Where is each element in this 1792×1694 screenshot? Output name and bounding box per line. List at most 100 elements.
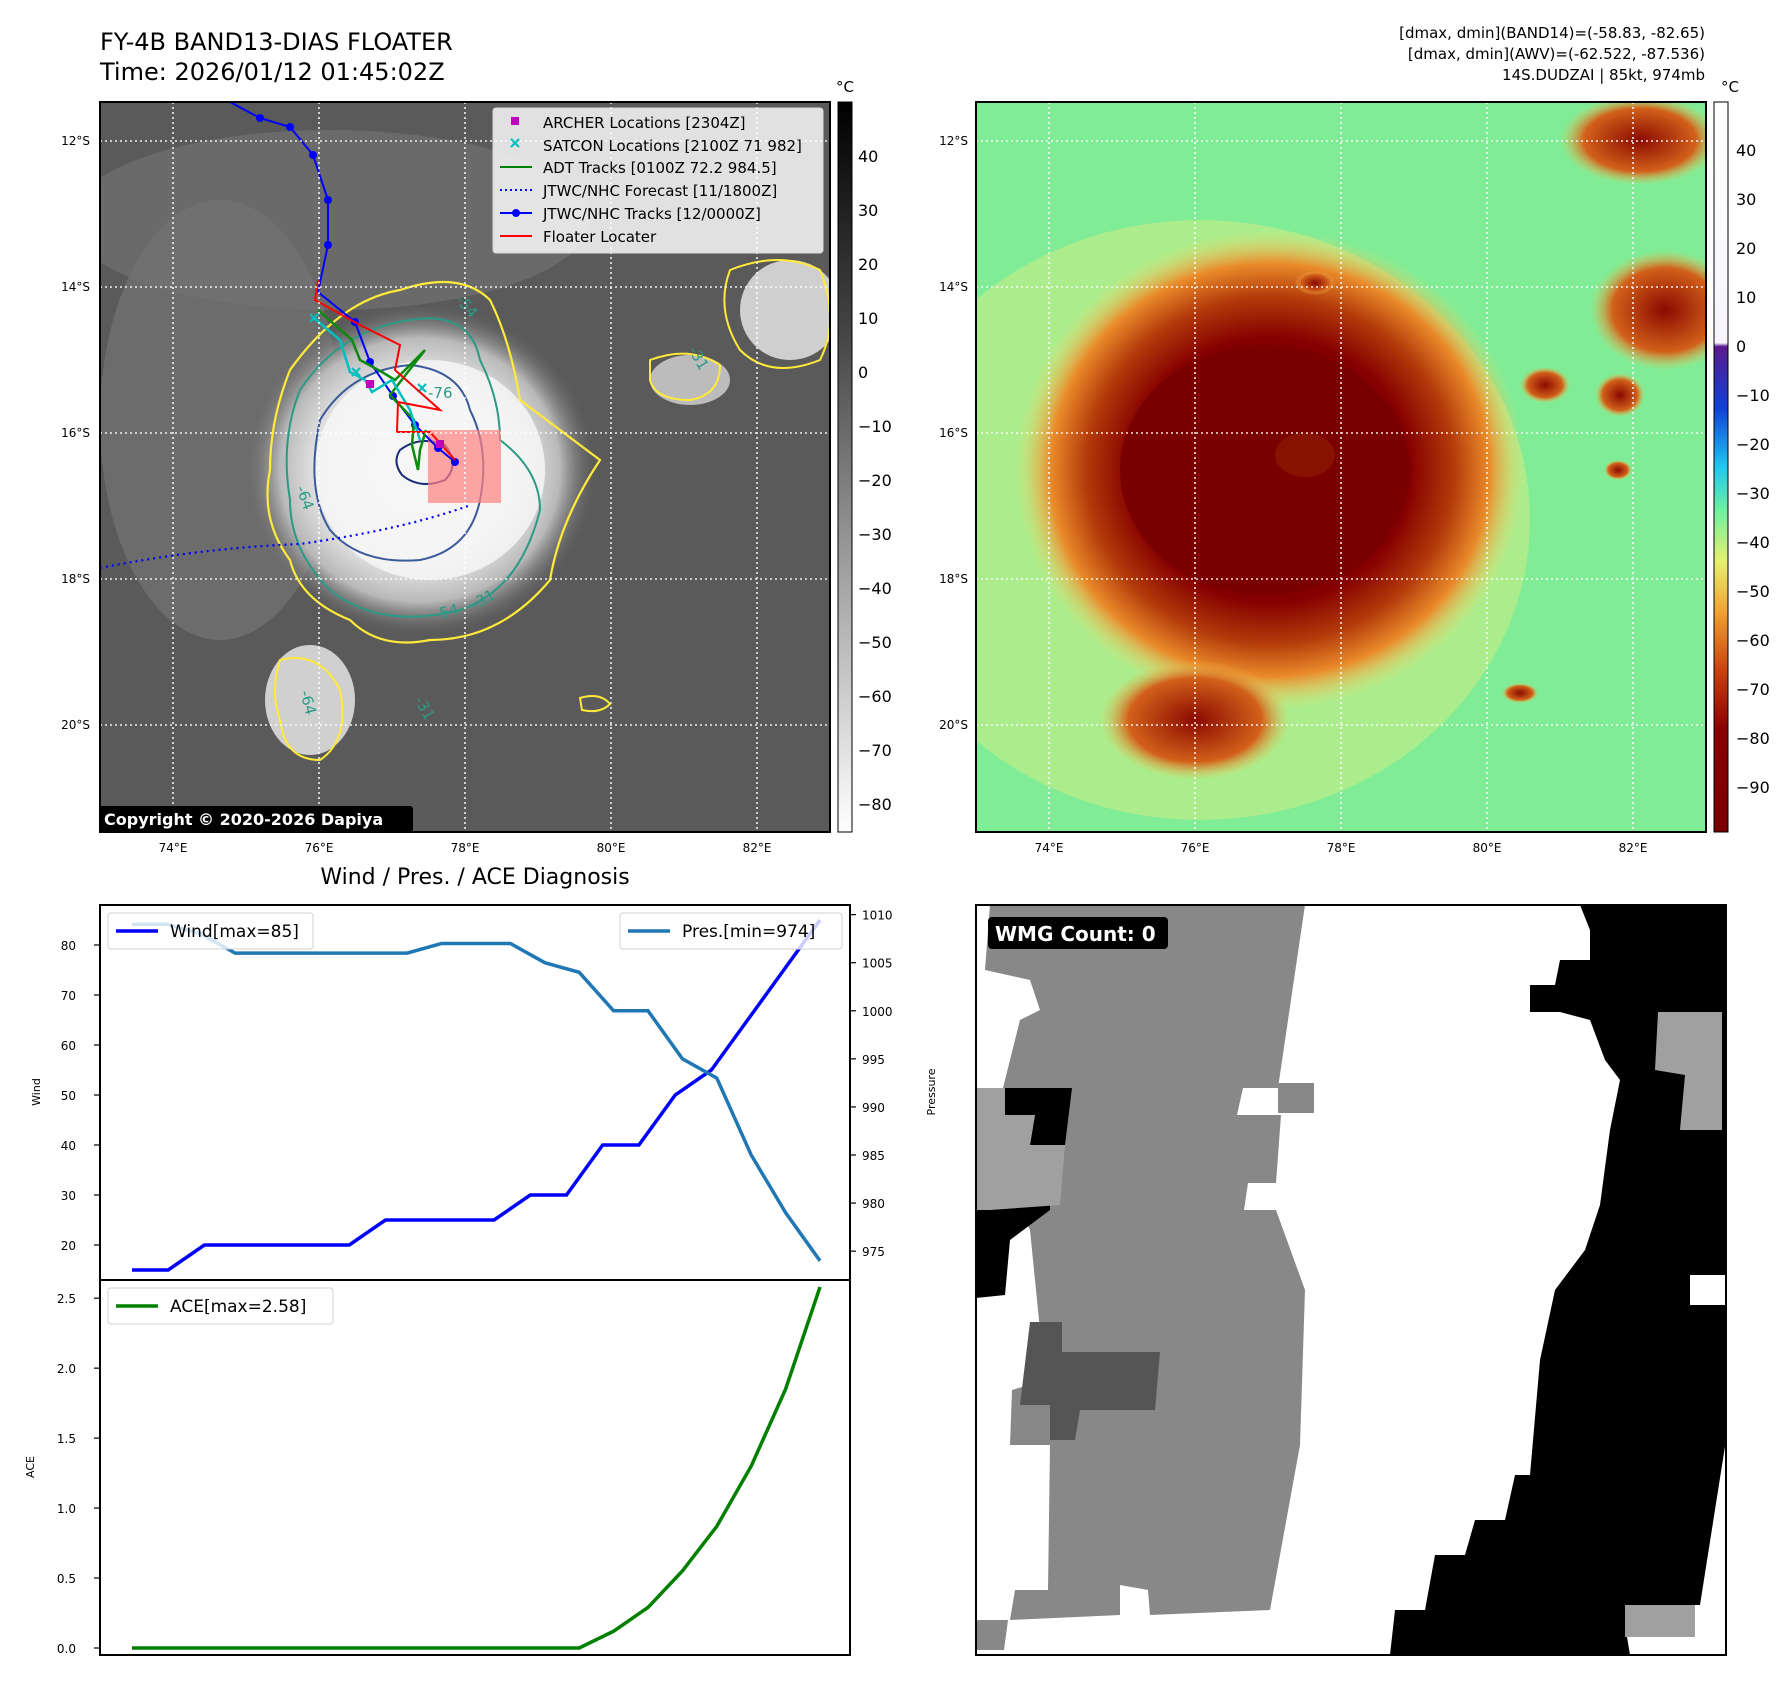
pressure-series-line [132,922,822,1262]
wind-chart-frame [99,904,851,1281]
lon-label: 82°E [743,841,772,855]
cbar-tick: −30 [1736,484,1770,503]
figure-time: Time: 2026/01/12 01:45:02Z [99,58,445,86]
wmg-gray-northwest [976,1088,1065,1210]
cbar-tick: −20 [1736,435,1770,454]
awv-gridlines [976,102,1706,832]
wmg-black-region [1390,905,1726,1655]
ace-legend-box [107,1287,334,1325]
ace-chart-frame [99,1279,851,1656]
diagnosis-title: Wind / Pres. / ACE Diagnosis [320,865,629,890]
axis-tick-label: 70 [61,989,76,1003]
legend-box [492,107,824,254]
pressure-ylabel: Pressure [925,1068,938,1115]
awv-colorbar [1713,101,1729,833]
contour-east-cell [649,352,722,402]
awv-lon-labels: 74°E 76°E 78°E 80°E 82°E [1035,841,1648,855]
legend-archer-marker [511,117,519,125]
cbar-tick: −10 [858,417,892,436]
lat-label: 16°S [939,426,968,440]
wmg-gray-region [985,905,1305,1620]
ace-ylabel: ACE [24,1456,37,1478]
copyright-badge [100,806,413,832]
legend-forecast-label: JTWC/NHC Forecast [11/1800Z] [542,182,777,200]
wmg-badge [988,917,1168,949]
awv-blob-ne2 [1590,250,1706,370]
legend-floater-label: Floater Locater [543,228,657,246]
awv-eye-region [1275,433,1335,477]
info-awv: [dmax, dmin](AWV)=(-62.522, -87.536) [1408,45,1705,63]
pressure-legend-box [619,912,843,950]
awv-blob-n1 [1295,271,1335,295]
contour-south-cell [578,695,612,713]
ir-legend: ARCHER Locations [2304Z] SATCON Location… [492,107,824,254]
cbar-tick: 40 [1736,141,1756,160]
lat-label: 18°S [939,572,968,586]
info-band14: [dmax, dmin](BAND14)=(-58.83, -82.65) [1399,24,1705,42]
cbar-tick: −40 [858,579,892,598]
pressure-legend-label: Pres.[min=974] [682,922,815,942]
cbar-tick: 10 [858,309,878,328]
lon-label: 74°E [1035,841,1064,855]
lon-label: 78°E [1327,841,1356,855]
legend-archer-label: ARCHER Locations [2304Z] [543,114,746,132]
lat-label: 14°S [61,280,90,294]
figure-title: FY-4B BAND13-DIAS FLOATER [100,28,453,56]
cbar-tick: −50 [858,633,892,652]
legend-tracks-dot [512,209,520,217]
cbar-tick: 20 [858,255,878,274]
ir-colorbar [837,101,853,833]
axis-tick-label: 30 [61,1189,76,1203]
axis-tick-label: 985 [862,1149,885,1163]
copyright-text: Copyright © 2020-2026 Dapiya [104,810,383,829]
cbar-tick: 30 [858,201,878,220]
axis-tick-label: 1010 [862,909,893,923]
lon-label: 76°E [1181,841,1210,855]
archer-marker [366,380,374,388]
contour-minus31-outer [266,280,602,644]
axis-tick-label: 2.0 [57,1362,76,1376]
wmg-gray-sw-corner [976,1620,1008,1650]
lat-label: 18°S [61,572,90,586]
awv-map-frame [975,101,1707,833]
wmg-light-gray-south [1625,1605,1695,1637]
contour-minus54 [285,317,542,618]
lat-label: 14°S [939,280,968,294]
awv-blob-southwest [1100,660,1290,780]
awv-blob-s1 [1502,683,1538,703]
ace-legend: ACE[max=2.58] [107,1287,334,1325]
cbar-tick: −20 [858,471,892,490]
axis-tick-label: 2.5 [57,1292,76,1306]
axis-tick-label: 40 [61,1139,76,1153]
wmg-light-gray-east [1655,1012,1722,1130]
info-storm: 14S.DUDZAI | 85kt, 974mb [1502,66,1705,84]
lat-label: 12°S [61,134,90,148]
cbar-tick: −10 [1736,386,1770,405]
wind-y-ticks: 20 30 40 50 60 70 80 [61,939,100,1253]
awv-colorbar-ticks: 40 30 20 10 0 −10 −20 −30 −40 −50 −60 −7… [1736,141,1770,797]
wmg-frame [975,904,1727,1656]
wind-pressure-chart: Wind Pressure 20 30 40 50 60 70 80 975 980 985 99… [30,904,938,1281]
cbar-tick: −30 [858,525,892,544]
cbar-tick: −80 [858,795,892,814]
jtwc-forecast-track [100,504,469,570]
awv-blob-ne1 [1560,102,1706,185]
contour-southwest-cell [274,657,344,762]
wind-legend-label: Wind[max=85] [170,922,299,942]
ir-cell-southwest [265,645,355,755]
contour-label: -76 [428,384,453,402]
ace-series-line [132,1286,822,1650]
lon-label: 80°E [1473,841,1502,855]
axis-tick-label: 1005 [862,957,893,971]
contour-label: -64 [296,688,320,716]
axis-tick-label: 980 [862,1197,885,1211]
cbar-tick: −70 [1736,680,1770,699]
cbar-tick: −60 [1736,631,1770,650]
legend-satcon-marker [510,138,520,148]
axis-tick-label: 0.5 [57,1572,76,1586]
cbar-tick: 10 [1736,288,1756,307]
ir-map-panel: -54 -64 -31 -76 -54 -31 -64 -31 [61,78,892,855]
wmg-badge-text: WMG Count: 0 [995,922,1156,946]
ace-y-ticks: 0.0 0.5 1.0 1.5 2.0 2.5 [57,1292,100,1656]
axis-tick-label: 50 [61,1089,76,1103]
